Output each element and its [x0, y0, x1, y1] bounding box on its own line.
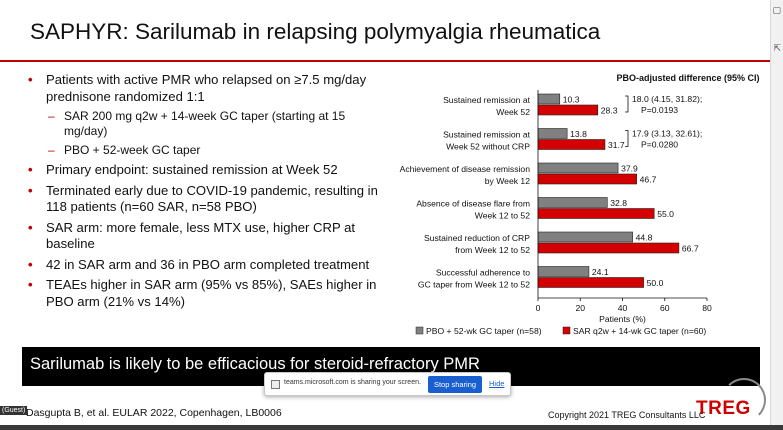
bullet-item: Terminated early due to COVID-19 pandemi… — [28, 183, 383, 216]
category-label: Sustained remission at — [443, 130, 531, 140]
bar-sar — [537, 277, 644, 288]
bar-value-label: 46.7 — [640, 175, 657, 185]
category-label: Successful adherence to — [436, 268, 530, 278]
category-label: Week 12 to 52 — [475, 211, 530, 221]
difference-annotation: P=0.0193 — [641, 105, 678, 115]
difference-annotation: 17.9 (3.13, 32.61); — [632, 129, 702, 139]
bar-value-label: 10.3 — [563, 95, 580, 105]
screen-share-icon — [271, 380, 280, 389]
bar-pbo — [537, 266, 590, 277]
legend-swatch-pbo — [415, 326, 424, 335]
x-tick-label: 40 — [618, 303, 628, 313]
bar-sar — [537, 139, 606, 150]
category-label: Week 52 without CRP — [446, 142, 530, 152]
bar-value-label: 66.7 — [682, 244, 699, 254]
bar-value-label: 37.9 — [621, 164, 638, 174]
bar-pbo — [537, 231, 633, 243]
bar-pbo — [537, 162, 619, 174]
x-tick-label: 60 — [660, 303, 670, 313]
sub-bullet-item: PBO + 52-week GC taper — [28, 143, 383, 158]
significance-bracket — [625, 130, 629, 147]
logo-arc — [722, 378, 766, 422]
bar-value-label: 13.8 — [570, 129, 587, 139]
efficacy-bar-chart: PBO-adjusted difference (95% CI) Sustaine… — [370, 70, 770, 340]
restore-icon[interactable]: ▢ — [772, 6, 781, 16]
bullet-item: Patients with active PMR who relapsed on… — [28, 72, 383, 105]
difference-annotation: P=0.0280 — [641, 140, 678, 150]
x-tick-label: 0 — [536, 303, 541, 313]
citation: Dasgupta B, et al. EULAR 2022, Copenhage… — [26, 407, 282, 419]
presenter-toolbar-strip: ▢ ⇱ — [770, 0, 783, 430]
x-axis-label: Patients (%) — [599, 314, 646, 324]
bar-pbo — [537, 197, 608, 208]
category-label: Absence of disease flare from — [416, 199, 530, 209]
conclusion-text: Sarilumab is likely to be efficacious fo… — [30, 355, 480, 373]
category-label: GC taper from Week 12 to 52 — [418, 280, 530, 290]
category-label: Achievement of disease remission — [400, 164, 531, 174]
bar-value-label: 55.0 — [657, 209, 674, 219]
copyright: Copyright 2021 TREG Consultants LLC — [548, 410, 706, 420]
bar-value-label: 32.8 — [610, 198, 627, 208]
legend-label-sar: SAR q2w + 14-wk GC taper (n=60) — [573, 326, 706, 336]
slide-title: SAPHYR: Sarilumab in relapsing polymyalg… — [30, 19, 601, 44]
difference-annotation: 18.0 (4.15, 31.82); — [632, 94, 702, 104]
bar-value-label: 50.0 — [647, 278, 664, 288]
bullet-item: 42 in SAR arm and 36 in PBO arm complete… — [28, 257, 383, 274]
chart-svg: PBO-adjusted difference (95% CI) Sustaine… — [400, 73, 760, 336]
hide-share-bar-link[interactable]: Hide — [489, 379, 505, 388]
category-label: Sustained reduction of CRP — [424, 233, 530, 243]
bar-value-label: 31.7 — [608, 140, 625, 150]
bar-sar — [537, 208, 655, 219]
expand-icon[interactable]: ⇱ — [773, 44, 781, 54]
bar-sar — [537, 242, 680, 254]
screen-share-message: teams.microsoft.com is sharing your scre… — [284, 379, 421, 386]
chart-title: PBO-adjusted difference (95% CI) — [616, 73, 759, 83]
category-label: Week 52 — [496, 107, 530, 117]
title-divider — [0, 60, 770, 62]
bullet-list: Patients with active PMR who relapsed on… — [28, 72, 383, 314]
x-tick-label: 80 — [702, 303, 712, 313]
bullet-item: TEAEs higher in SAR arm (95% vs 85%), SA… — [28, 277, 383, 310]
treg-logo: TREG — [696, 398, 751, 419]
stop-sharing-button[interactable]: Stop sharing — [428, 376, 482, 393]
category-label: by Week 12 — [485, 176, 530, 186]
bar-value-label: 24.1 — [592, 267, 609, 277]
legend-swatch-sar — [562, 326, 571, 335]
bullet-item: Primary endpoint: sustained remission at… — [28, 162, 383, 179]
category-label: Sustained remission at — [443, 95, 531, 105]
bar-sar — [537, 104, 599, 116]
guest-label: (Guest) — [0, 406, 28, 415]
significance-bracket — [625, 95, 629, 113]
category-label: from Week 12 to 52 — [455, 245, 530, 255]
bar-value-label: 28.3 — [601, 106, 618, 116]
screen-share-bar: teams.microsoft.com is sharing your scre… — [264, 372, 511, 396]
x-tick-label: 20 — [575, 303, 585, 313]
sub-bullet-item: SAR 200 mg q2w + 14-week GC taper (start… — [28, 109, 383, 139]
taskbar — [0, 425, 783, 430]
legend-label-pbo: PBO + 52-wk GC taper (n=58) — [426, 326, 542, 336]
bar-pbo — [537, 93, 561, 105]
bar-pbo — [537, 128, 568, 139]
bar-value-label: 44.8 — [636, 233, 653, 243]
bar-sar — [537, 173, 637, 185]
bullet-item: SAR arm: more female, less MTX use, high… — [28, 220, 383, 253]
